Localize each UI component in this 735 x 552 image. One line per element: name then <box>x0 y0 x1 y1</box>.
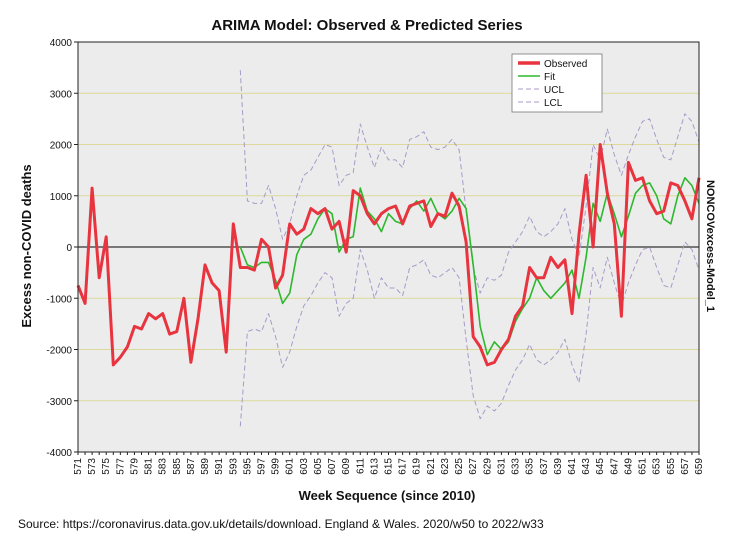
series-line-lcl <box>239 241 700 427</box>
x-tick-label: 623 <box>440 458 451 475</box>
x-tick-label: 581 <box>144 458 155 475</box>
x-tick-label: 649 <box>623 458 634 475</box>
x-tick-label: 653 <box>652 458 663 475</box>
source-note: Source: https://coronavirus.data.gov.uk/… <box>18 517 544 531</box>
y-tick-label: 1000 <box>50 192 73 203</box>
y-tick-label: -2000 <box>46 346 72 357</box>
y-tick-label: 4000 <box>50 38 73 49</box>
x-tick-label: 617 <box>398 458 409 475</box>
y-axis-ticks: -4000 -3000 -2000 -1000 0 1000 2000 3000 4000 <box>46 38 78 459</box>
x-tick-label: 607 <box>327 458 338 475</box>
x-tick-label: 645 <box>595 458 606 475</box>
x-tick-label: 641 <box>567 458 578 475</box>
x-axis-label: Week Sequence (since 2010) <box>299 488 476 503</box>
series-line-observed <box>76 143 701 367</box>
y-tick-label: 2000 <box>50 141 73 152</box>
x-tick-label: 655 <box>666 458 677 475</box>
x-tick-label: 583 <box>158 458 169 475</box>
y-tick-label: 3000 <box>50 89 73 100</box>
series-layer <box>76 70 701 427</box>
y-axis-label: Excess non-COVID deaths <box>19 164 34 327</box>
x-tick-label: 643 <box>581 458 592 475</box>
x-tick-label: 631 <box>496 458 507 475</box>
x-tick-label: 585 <box>172 458 183 475</box>
x-axis-ticks: 571 573 575 577 579 581 583 585 587 589 591 593 595 5… <box>73 452 705 475</box>
x-tick-label: 651 <box>638 458 649 475</box>
x-tick-label: 611 <box>355 458 366 474</box>
x-tick-label: 629 <box>482 458 493 475</box>
legend-entry: LCL <box>544 98 563 109</box>
x-tick-label: 637 <box>539 458 550 475</box>
x-tick-label: 599 <box>271 458 282 475</box>
x-tick-label: 615 <box>384 458 395 475</box>
legend-entry: Observed <box>544 59 587 70</box>
x-tick-label: 647 <box>609 458 620 475</box>
x-tick-label: 627 <box>468 458 479 475</box>
x-tick-label: 573 <box>87 458 98 475</box>
x-tick-label: 621 <box>426 458 437 475</box>
x-tick-label: 625 <box>454 458 465 475</box>
chart-legend: Observed Fit UCL LCL <box>511 53 603 113</box>
legend-entry: UCL <box>544 85 564 96</box>
x-tick-label: 613 <box>369 458 380 475</box>
x-tick-label: 571 <box>73 458 84 475</box>
x-tick-label: 575 <box>101 458 112 475</box>
x-tick-label: 589 <box>200 458 211 475</box>
y-tick-label: -1000 <box>46 294 72 305</box>
x-tick-label: 659 <box>694 458 705 475</box>
x-tick-label: 639 <box>553 458 564 475</box>
x-tick-label: 579 <box>129 458 140 475</box>
x-tick-label: 597 <box>256 458 267 475</box>
x-tick-label: 603 <box>299 458 310 475</box>
x-tick-label: 619 <box>412 458 423 475</box>
series-line-fit <box>239 177 700 356</box>
x-tick-label: 635 <box>525 458 536 475</box>
x-tick-label: 595 <box>242 458 253 475</box>
chart-title: ARIMA Model: Observed & Predicted Series <box>211 17 522 34</box>
y-tick-label: -3000 <box>46 397 72 408</box>
x-tick-label: 609 <box>341 458 352 475</box>
x-tick-label: 633 <box>511 458 522 475</box>
right-axis-label: NONCOVexcess-Model_1 <box>704 180 716 312</box>
y-tick-label: -4000 <box>46 448 72 459</box>
y-tick-label: 0 <box>66 243 72 254</box>
x-tick-label: 591 <box>214 458 225 475</box>
x-tick-label: 577 <box>115 458 126 475</box>
legend-entry: Fit <box>544 72 555 83</box>
x-tick-label: 605 <box>313 458 324 475</box>
x-tick-label: 601 <box>285 458 296 475</box>
x-tick-label: 587 <box>186 458 197 475</box>
x-tick-label: 593 <box>228 458 239 475</box>
x-tick-label: 657 <box>680 458 691 475</box>
